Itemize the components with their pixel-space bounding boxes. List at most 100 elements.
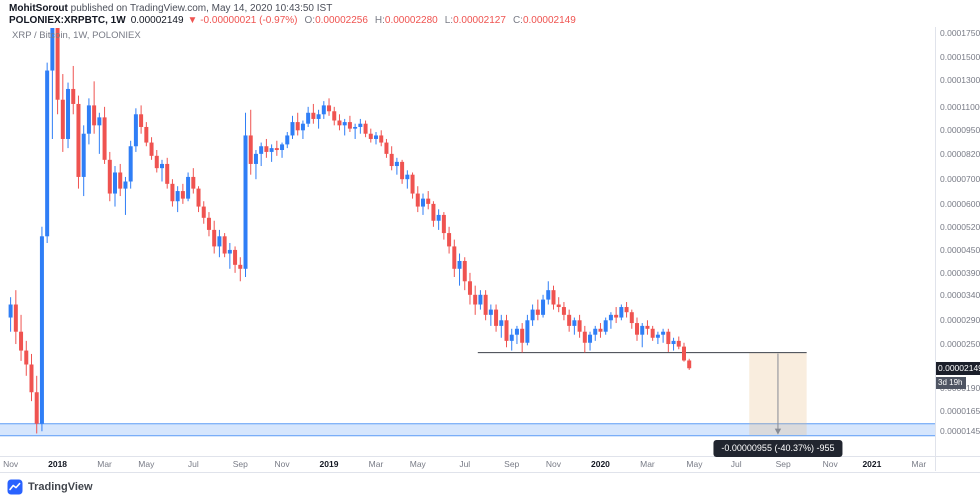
candle: [233, 249, 238, 265]
candle: [431, 203, 436, 221]
candle: [306, 112, 311, 124]
candle: [295, 122, 300, 131]
candle: [217, 236, 222, 247]
candle: [441, 214, 446, 234]
candle: [259, 146, 264, 154]
candle: [113, 172, 118, 194]
time-axis-label: Jul: [730, 459, 742, 469]
candle: [452, 246, 457, 269]
last-price-tag: 0.00002149: [936, 361, 980, 375]
candle: [525, 320, 530, 343]
candle: [551, 290, 556, 305]
candle: [13, 304, 18, 332]
candle: [285, 135, 290, 145]
footer[interactable]: TradingView: [7, 478, 93, 496]
time-axis-label: Mar: [368, 459, 384, 469]
tradingview-logo-icon[interactable]: [7, 479, 23, 495]
candle: [347, 122, 352, 129]
candle: [624, 307, 629, 313]
candle: [212, 229, 217, 247]
support-zone: [0, 423, 935, 437]
candle: [24, 350, 29, 365]
candle: [170, 183, 175, 202]
candle: [290, 122, 295, 136]
time-axis-label: Jul: [187, 459, 199, 469]
candle: [358, 123, 363, 127]
candle: [603, 320, 608, 332]
high-value: 0.00002280: [384, 15, 438, 26]
candle: [55, 28, 60, 100]
candle: [175, 191, 180, 202]
candle: [337, 120, 342, 126]
candle: [467, 281, 472, 295]
candle: [92, 105, 97, 126]
candle: [420, 198, 425, 207]
candle: [614, 314, 619, 318]
candle: [71, 88, 76, 104]
open-label: O:: [304, 15, 316, 26]
candle: [8, 304, 13, 318]
close-value: 0.00002149: [522, 15, 576, 26]
chart-legend: XRP / Bitcoin, 1W, POLONIEX: [12, 30, 141, 41]
candle: [45, 70, 50, 237]
time-axis-label: May: [686, 459, 703, 469]
candle: [410, 174, 415, 194]
candle: [379, 135, 384, 143]
time-axis-label: 2019: [319, 459, 339, 469]
time-axis-label: Mar: [640, 459, 655, 469]
candle: [154, 155, 159, 169]
candle: [661, 331, 666, 335]
candle: [196, 188, 201, 207]
candle: [316, 114, 321, 119]
byline: MohitSorout published on TradingView.com…: [9, 3, 332, 14]
price-axis-border: [935, 27, 936, 471]
candle: [274, 148, 279, 151]
bar-close-countdown: 3d 19h: [936, 376, 967, 389]
time-axis-label: Sep: [232, 459, 248, 469]
candle: [447, 233, 452, 247]
candle: [280, 144, 285, 151]
candle: [144, 126, 149, 143]
time-axis-label: Nov: [3, 459, 19, 469]
candle: [34, 392, 39, 424]
candle: [39, 236, 44, 424]
candle: [149, 142, 154, 156]
candle: [123, 181, 128, 189]
tradingview-wordmark[interactable]: TradingView: [28, 481, 93, 493]
candle: [248, 135, 253, 164]
candle: [499, 320, 504, 326]
candle: [582, 331, 587, 343]
candle: [577, 320, 582, 332]
candle: [405, 174, 410, 180]
candle: [389, 153, 394, 167]
candle: [520, 328, 525, 343]
candle: [139, 114, 144, 127]
candle: [264, 146, 269, 152]
candle: [457, 260, 462, 269]
candle: [478, 294, 483, 305]
candle: [619, 307, 624, 318]
price-change: ▼ -0.00000021 (-0.97%): [187, 15, 298, 26]
time-axis-label: Nov: [274, 459, 290, 469]
candle: [374, 135, 379, 139]
candle: [66, 88, 71, 139]
candle: [556, 304, 561, 308]
candle: [530, 309, 535, 321]
candle: [133, 114, 138, 147]
time-axis-label: May: [138, 459, 155, 469]
candle: [629, 312, 634, 324]
candle: [514, 328, 519, 335]
candle: [19, 331, 24, 351]
candle: [238, 264, 243, 269]
candle: [541, 299, 546, 315]
